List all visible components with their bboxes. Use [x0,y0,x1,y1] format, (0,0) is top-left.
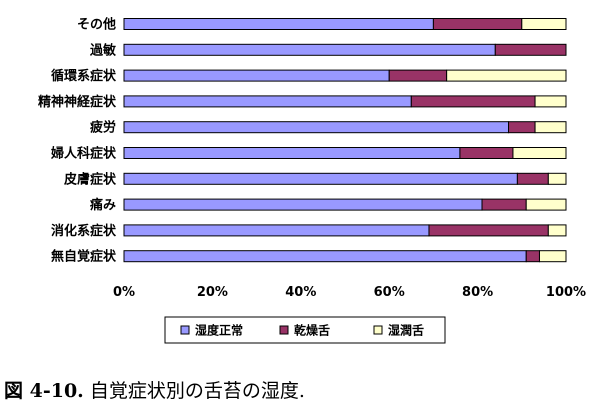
bar-segment-3-row-4 [534,95,567,108]
category-label: その他 [77,17,116,33]
legend-box [164,316,446,344]
legend-label: 乾燥舌 [294,323,330,338]
bar-segment-3-row-1 [521,18,567,30]
legend-swatch [279,325,289,335]
caption-prefix: 図 4-10. [4,380,84,402]
x-tick-label: 20% [197,285,228,300]
legend-swatch [180,325,190,335]
bar-segment-1-row-6 [123,147,461,159]
bar-segment-2-row-7 [516,172,549,185]
stacked-bar-chart: その他過敏循環系症状精神神経症状疲労婦人科症状皮膚症状痛み消化系症状無自覚症状 … [38,17,586,344]
bar-segment-1-row-1 [123,18,434,30]
bar-segment-1-row-8 [123,198,483,211]
legend-swatch [373,325,383,335]
bar-segment-2-row-1 [432,18,523,30]
bar-segment-3-row-5 [534,121,567,134]
bar-segment-3-row-9 [547,224,567,237]
bar-segment-2-row-10 [525,250,540,263]
legend-label: 湿度正常 [195,323,243,338]
bar-segment-2-row-8 [481,198,527,211]
x-tick-label: 0% [113,285,135,300]
bar-segment-3-row-7 [547,172,567,185]
bar-segment-2-row-2 [494,43,567,56]
bar-segment-3-row-6 [512,147,567,159]
category-label: 循環系症状 [51,68,117,84]
bar-segment-3-row-8 [525,198,567,211]
bar-segment-1-row-9 [123,224,430,237]
category-label: 皮膚症状 [63,171,117,187]
category-label: 無自覚症状 [51,249,117,265]
category-label: 消化系症状 [51,223,117,239]
bar-segment-2-row-6 [459,147,514,159]
bar-segment-2-row-9 [428,224,549,237]
bar-segment-1-row-5 [123,121,510,134]
x-tick-label: 100% [546,285,586,300]
bar-segment-2-row-3 [388,69,448,82]
legend-label: 湿潤舌 [388,323,424,338]
category-label: 痛み [89,197,116,213]
bar-segment-1-row-7 [123,172,518,185]
category-label: 婦人科症状 [50,146,117,162]
bar-segment-2-row-5 [508,121,536,134]
bar-segment-2-row-4 [410,95,536,108]
bar-segment-3-row-3 [446,69,567,82]
x-tick-label: 40% [285,285,316,300]
figure-caption: 図 4-10. 自覚症状別の舌苔の湿度. [4,376,305,403]
caption-text: 自覚症状別の舌苔の湿度. [83,380,305,402]
category-label: 疲労 [90,120,116,136]
category-label: 精神神経症状 [38,94,117,110]
x-tick-label: 80% [462,285,493,300]
x-tick-label: 60% [374,285,405,300]
bar-segment-1-row-3 [123,69,390,82]
bar-segment-1-row-10 [123,250,527,263]
bar-segment-3-row-10 [538,250,567,263]
bar-segment-1-row-4 [123,95,412,108]
category-label: 過敏 [89,42,117,58]
bar-segment-1-row-2 [123,43,496,56]
